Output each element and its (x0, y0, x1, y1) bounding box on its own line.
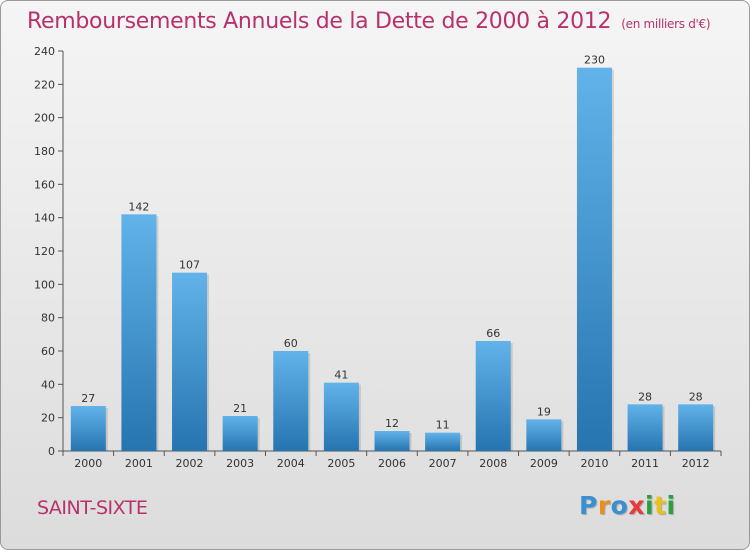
y-tick-label: 200 (34, 112, 55, 125)
y-tick-label: 40 (41, 378, 55, 391)
bar-value-label: 60 (284, 337, 298, 350)
x-tick-label: 2000 (74, 457, 102, 470)
bar-value-label: 19 (537, 405, 551, 418)
bar (222, 416, 258, 451)
bar-value-label: 12 (385, 417, 399, 430)
bar (323, 382, 359, 451)
x-tick-label: 2009 (530, 457, 558, 470)
bar (526, 419, 562, 451)
chart-title: Remboursements Annuels de la Dette de 20… (27, 9, 711, 34)
bar-value-label: 11 (436, 419, 450, 432)
bar (576, 67, 612, 452)
bar (121, 214, 157, 451)
bar (70, 406, 106, 451)
x-tick-label: 2012 (682, 457, 710, 470)
logo-letter: i (666, 491, 676, 520)
bar-value-label: 41 (334, 369, 348, 382)
x-tick-label: 2007 (429, 457, 457, 470)
y-tick-label: 160 (34, 178, 55, 191)
bar (374, 431, 410, 451)
y-tick-label: 100 (34, 278, 55, 291)
y-tick-label: 220 (34, 78, 55, 91)
bar-value-label: 66 (486, 327, 500, 340)
y-tick-label: 0 (48, 445, 55, 458)
bar (273, 351, 309, 451)
logo-letter: t (654, 491, 667, 520)
x-tick-label: 2006 (378, 457, 406, 470)
chart-title-unit: (en milliers d'€) (621, 17, 711, 31)
y-tick-label: 60 (41, 345, 55, 358)
x-tick-label: 2002 (176, 457, 204, 470)
y-tick-label: 180 (34, 145, 55, 158)
y-tick-label: 240 (34, 45, 55, 58)
logo-letter: i (645, 491, 655, 520)
proxiti-logo: Proxiti (579, 491, 676, 520)
bar (475, 341, 511, 451)
x-tick-label: 2003 (226, 457, 254, 470)
bar (425, 432, 461, 451)
logo-letter: r (597, 491, 611, 520)
x-tick-label: 2008 (479, 457, 507, 470)
bar-value-label: 230 (584, 54, 605, 67)
bar-value-label: 28 (638, 390, 652, 403)
bar (627, 404, 663, 451)
chart-title-text: Remboursements Annuels de la Dette de 20… (27, 9, 612, 34)
x-tick-label: 2005 (327, 457, 355, 470)
x-tick-label: 2001 (125, 457, 153, 470)
y-tick-label: 120 (34, 245, 55, 258)
bar-value-label: 142 (128, 200, 149, 213)
commune-name: SAINT-SIXTE (37, 497, 148, 519)
logo-letter: x (628, 491, 645, 520)
x-tick-label: 2010 (580, 457, 608, 470)
x-tick-label: 2004 (277, 457, 305, 470)
bar-value-label: 27 (81, 392, 95, 405)
bar (678, 404, 714, 451)
y-tick-label: 80 (41, 312, 55, 325)
y-tick-label: 20 (41, 412, 55, 425)
x-tick-label: 2011 (631, 457, 659, 470)
bar-value-label: 107 (179, 259, 200, 272)
bar (172, 272, 208, 451)
logo-letter: o (610, 491, 629, 520)
bar-value-label: 21 (233, 402, 247, 415)
y-tick-label: 140 (34, 212, 55, 225)
logo-letter: P (579, 491, 598, 520)
bar-value-label: 28 (689, 390, 703, 403)
